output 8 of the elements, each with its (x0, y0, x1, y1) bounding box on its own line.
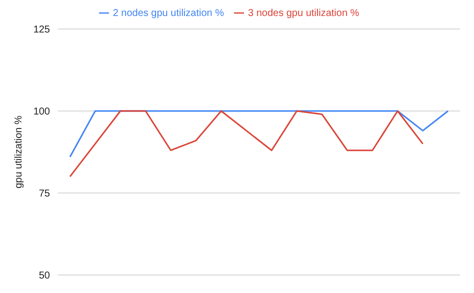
y-tick-label: 125 (33, 24, 50, 36)
legend-label: 3 nodes gpu utilization % (248, 8, 360, 19)
y-tick-label: 50 (38, 270, 50, 282)
y-axis-title: gpu utilization % (14, 115, 25, 188)
y-tick-label: 75 (38, 188, 50, 200)
legend-label: 2 nodes gpu utilization % (112, 8, 224, 19)
line-series (69, 110, 424, 178)
y-tick-label: 100 (33, 106, 50, 118)
